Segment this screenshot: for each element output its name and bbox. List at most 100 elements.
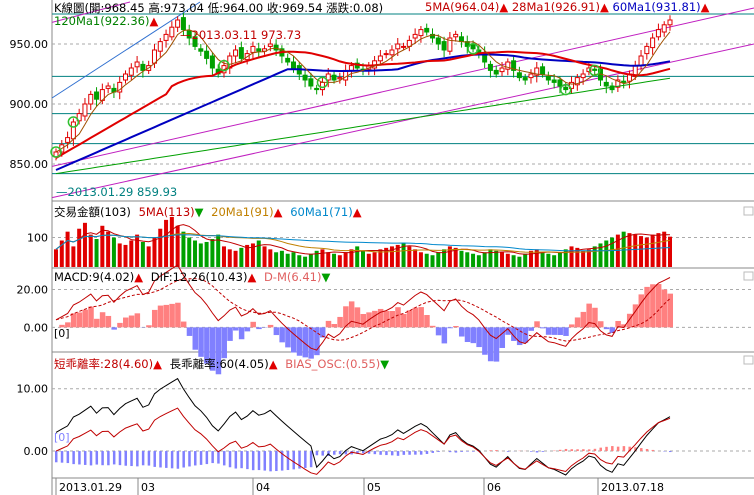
macd-histogram-bar [383,311,390,328]
bias-osc-bar [454,451,458,453]
bias-osc-bar [95,451,99,465]
volume-bar [181,231,186,267]
candle-body [516,72,522,79]
candle-body [169,26,175,38]
volume-bar [169,216,174,267]
macd-series [52,264,754,375]
price-header: K線圖(開:968.45 高:973.04 低:964.00 收:969.54 … [54,1,384,15]
macd-histogram-bar [667,293,673,328]
volume-bar [656,233,661,267]
bias-y-tick: 0.00 [24,445,49,458]
candle-body [603,81,609,87]
bias-osc-bar [390,451,394,456]
up-arrow-icon: ▲ [268,357,278,371]
candle-body [175,19,181,28]
bias-osc-bar [599,447,602,452]
macd-header: MACD:9(4.02)▲ DIF:12,26(10.43)▲ D-M(6.41… [54,270,330,284]
macd-histogram-bar [319,327,326,338]
bias-panel-icon[interactable] [743,355,754,365]
volume-bar [424,253,429,267]
bias-osc-bar [645,448,649,452]
bias-osc-bar [147,451,151,466]
candle-body [204,50,210,59]
panel-icons[interactable] [743,206,754,365]
bias-osc-bar [448,451,452,453]
volume-bar [389,246,394,267]
bias-osc-bar [582,449,585,452]
bias-osc-bar [408,451,411,455]
up-arrow-icon: ▲ [134,270,144,284]
volume-bar [592,246,597,267]
volume-bar [77,228,82,267]
macd-histogram-bar [227,327,233,341]
volume-bar [534,249,539,267]
candle-body [308,78,314,87]
volume-bar [372,252,377,267]
volume-bar [54,249,58,267]
candle-body [186,30,192,39]
candle-body [348,65,354,71]
macd-histogram-bar [117,322,123,328]
candle-body [325,73,331,81]
volume-bar [401,243,406,267]
bias-osc-bar [136,451,139,467]
macd-histogram-bar [621,324,627,328]
volume-panel-icon[interactable] [743,206,754,216]
bias-osc-bar [640,448,643,452]
up-arrow-icon: ▲ [352,205,362,219]
bias-osc-bar [437,451,440,452]
candle-body [638,55,644,67]
macd-histogram-bar [325,320,332,328]
bias-osc-bar [489,450,492,452]
candle-body [458,36,464,43]
macd-panel-icon[interactable] [743,271,754,281]
volume-bar [262,246,267,267]
volume-bar [436,252,441,267]
candle-body [331,74,337,81]
bias-osc-bar [431,451,435,453]
macd-histogram-bar [233,327,239,331]
bias-osc-bar [280,451,284,471]
bias-header: 短乖離率:28(4.60)▲ 長乖離率:60(4.05)▲ BIAS_OSC:(… [54,356,389,372]
volume-bar [361,250,365,267]
macd-histogram-bar [418,307,424,328]
volume-bar [65,231,70,267]
bias-y-tick: 10.00 [17,383,49,396]
bias-osc-bar [211,451,214,464]
volume-bar [94,239,99,267]
bias-osc-bar [396,451,400,456]
x-axis-label: 03 [141,481,155,494]
bias-osc-bar [402,451,406,455]
bias-osc-bar [153,451,156,467]
candle-body [540,66,546,75]
bias-osc-bar [89,451,93,466]
macd-histogram-bar [279,327,285,343]
macd-histogram-bar [447,327,453,329]
candle-body [314,87,320,91]
volume-bar [511,255,516,267]
ma120-legend: 120Ma1(922.36) [54,14,150,28]
volume-bar [476,255,481,267]
macd-histogram-bar [192,327,199,350]
volume-bar [308,253,313,267]
macd-histogram-bar [586,303,592,328]
ma28-legend: 28Ma1(926.91) [511,0,600,14]
macd-histogram-bar [134,313,141,328]
macd-histogram-bar [331,324,338,328]
volume-y-tick: 100 [27,232,48,245]
bias-osc-bar [535,451,539,453]
bias-osc-bar [194,451,197,466]
bias-osc-bar [593,448,597,452]
volume-bar [297,255,302,267]
volume-bar [332,253,337,267]
volume-bar [569,246,574,267]
candle-body [117,81,123,93]
bias-zero-bracket: [0] [54,431,70,444]
macd-histogram-bar [169,303,175,328]
x-axis-label: 06 [487,481,501,494]
bias-osc-bar [60,451,64,463]
candle-body [447,37,453,52]
bias-osc-bar [240,451,243,469]
candle-body [250,45,256,53]
macd-histogram-bar [348,301,355,328]
